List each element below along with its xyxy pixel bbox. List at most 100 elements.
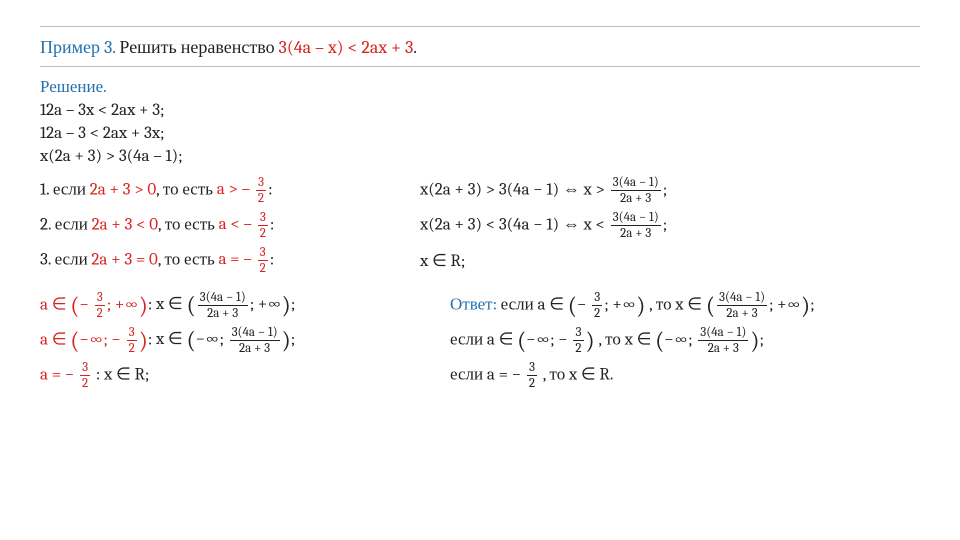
s2-x: x ∈ (−∞; 3(4a − 1)2a + 3);	[156, 330, 295, 349]
case-1-res: a > – 32	[217, 180, 268, 199]
s1-xprefix: x ∈	[156, 295, 187, 314]
paren: )	[282, 326, 291, 354]
frac-num: 3	[258, 211, 268, 226]
case-1-cond: 2a + 3 > 0	[90, 180, 156, 199]
case-2-frac: 32	[258, 211, 268, 240]
a1-mid: ; +∞	[604, 295, 636, 314]
frac-den: 2a + 3	[698, 341, 748, 355]
case-3-left: 3. если 2a + 3 = 0, то есть a = – 32:	[40, 246, 420, 275]
a2-pre: если a ∈	[450, 330, 517, 349]
bottom-left: a ∈ (− 32; +∞): x ∈ (3(4a − 1)2a + 3; +∞…	[40, 285, 450, 396]
s1-mid: ; +∞	[107, 295, 139, 314]
case-2-colon: :	[270, 215, 275, 234]
s2-afrac: 32	[127, 326, 137, 355]
s2-tail: ;	[291, 330, 296, 349]
case-2-rpre: x(2a + 3) < 3(4a − 1) ⇔ x <	[420, 215, 609, 234]
frac-den: 2	[258, 261, 268, 275]
s3-aprefix: a = −	[40, 365, 78, 384]
paren: )	[586, 326, 595, 354]
frac-num: 3(4a − 1)	[230, 326, 280, 341]
paren: (	[706, 291, 715, 319]
s3-xtext: x ∈ R;	[104, 365, 149, 384]
frac-den: 2	[258, 226, 268, 240]
s1-aprefix: a ∈	[40, 295, 70, 314]
paren: (	[517, 326, 526, 354]
paren: (	[568, 291, 577, 319]
case-2-left: 2. если 2a + 3 < 0, то есть a < – 32:	[40, 211, 420, 240]
frac-den: 2a + 3	[717, 306, 767, 320]
a1-afrac: 32	[592, 291, 602, 320]
frac-num: 3	[573, 326, 583, 341]
paren: (	[655, 326, 664, 354]
a2-tail: ;	[759, 330, 764, 349]
paren: )	[801, 291, 810, 319]
paren: )	[282, 291, 291, 319]
frac-num: 3(4a − 1)	[198, 291, 248, 306]
frac-den: 2	[80, 376, 90, 390]
frac-den: 2	[592, 306, 602, 320]
a1-pre: если a ∈	[501, 295, 568, 314]
s1-colon: :	[148, 295, 156, 314]
case-2-cond: 2a + 3 < 0	[92, 215, 158, 234]
s1-xfrac: 3(4a − 1)2a + 3	[198, 291, 248, 320]
frac-num: 3	[256, 176, 266, 191]
summary-3: a = − 32 : x ∈ R;	[40, 361, 450, 390]
document-page: Пример 3. Решить неравенство 3(4a – x) <…	[0, 0, 960, 406]
case-3-rsimple: x ∈ R;	[420, 252, 465, 271]
s2-aprefix: a ∈	[40, 330, 70, 349]
step-2: 12a – 3 < 2ax + 3x;	[40, 124, 920, 143]
a1-tail: ;	[810, 295, 815, 314]
example-inequality: 3(4a – x) < 2ax + 3	[279, 37, 414, 58]
case-3-frac: 32	[258, 246, 268, 275]
case-row: 2. если 2a + 3 < 0, то есть a < – 32: x(…	[40, 211, 920, 240]
frac-den: 2a + 3	[230, 341, 280, 355]
frac-num: 3	[80, 361, 90, 376]
case-3-idx: 3. если	[40, 250, 91, 269]
a2-mid2: , то x ∈	[595, 330, 655, 349]
frac-den: 2	[95, 306, 105, 320]
case-2-idx: 2. если	[40, 215, 92, 234]
case-1-left: 1. если 2a + 3 > 0, то есть a > – 32:	[40, 176, 420, 205]
paren: (	[186, 326, 195, 354]
frac-den: 2	[256, 191, 266, 205]
frac-num: 3(4a − 1)	[698, 326, 748, 341]
case-3-colon: :	[270, 250, 275, 269]
example-label: Пример 3.	[40, 37, 115, 58]
a1-xfrac: 3(4a − 1)2a + 3	[717, 291, 767, 320]
a1-xmid: ; +∞	[769, 295, 801, 314]
case-row: 3. если 2a + 3 = 0, то есть a = – 32: x …	[40, 246, 920, 275]
a3-mid2: , то x ∈ R.	[539, 365, 613, 384]
a3-afrac: 32	[527, 361, 537, 390]
example-dot: .	[413, 37, 417, 58]
s1-afrac: 32	[95, 291, 105, 320]
frac-num: 3(4a − 1)	[611, 176, 661, 191]
frac-num: 3	[258, 246, 268, 261]
bottom-block: a ∈ (− 32; +∞): x ∈ (3(4a − 1)2a + 3; +∞…	[40, 285, 920, 396]
frac-den: 2	[573, 341, 583, 355]
frac-num: 3	[527, 361, 537, 376]
case-2-rfrac: 3(4a − 1)2a + 3	[611, 211, 661, 240]
case-1-frac: 32	[256, 176, 266, 205]
step-3: x(2a + 3) > 3(4a – 1);	[40, 147, 920, 166]
summary-2: a ∈ (−∞; − 32): x ∈ (−∞; 3(4a − 1)2a + 3…	[40, 326, 450, 355]
frac-den: 2a + 3	[198, 306, 248, 320]
frac-den: 2	[527, 376, 537, 390]
answer-line-3: если a = − 32 , то x ∈ R.	[450, 361, 920, 390]
paren: )	[139, 291, 148, 319]
s2-colon: :	[148, 330, 156, 349]
bottom-right: Ответ: если a ∈ (− 32; +∞) , то x ∈ (3(4…	[450, 285, 920, 396]
case-2-res-prefix: a < –	[219, 215, 256, 234]
step-1: 12a – 3x < 2ax + 3;	[40, 101, 920, 120]
case-3-res-prefix: a = –	[218, 250, 255, 269]
case-2-mid: , то есть	[158, 215, 219, 234]
case-3-res: a = – 32	[218, 250, 269, 269]
a1-neg: −	[577, 295, 590, 314]
case-3-right: x ∈ R;	[420, 251, 920, 271]
s1-xmid: ; +∞	[250, 295, 282, 314]
frac-den: 2	[127, 341, 137, 355]
frac-num: 3	[95, 291, 105, 306]
s1-tail: ;	[291, 295, 296, 314]
case-1-rpost: ;	[663, 180, 668, 199]
answer-line-1: Ответ: если a ∈ (− 32; +∞) , то x ∈ (3(4…	[450, 291, 920, 320]
example-prompt-prefix: Решить неравенство	[119, 37, 278, 58]
